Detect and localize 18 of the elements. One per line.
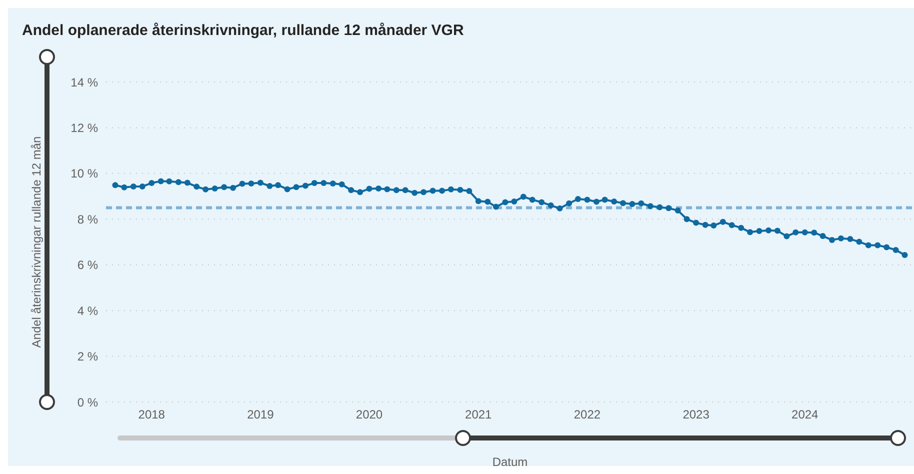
- y-tick-label: 2 %: [77, 350, 98, 364]
- chart-title: Andel oplanerade återinskrivningar, rullande 12 månader VGR: [22, 22, 464, 39]
- y-tick-label: 8 %: [77, 212, 98, 226]
- x-tick-label: 2018: [138, 408, 166, 422]
- y-tick-label: 4 %: [77, 304, 98, 318]
- x-tick-label: 2020: [356, 408, 383, 422]
- y-tick-label: 14 %: [70, 75, 98, 90]
- y-tick-label: 6 %: [77, 258, 98, 272]
- x-tick-label: 2021: [465, 408, 492, 422]
- x-tick-label: 2024: [792, 408, 819, 422]
- y-tick-label: 0 %: [77, 395, 98, 410]
- x-axis-title: Datum: [492, 455, 528, 469]
- x-tick-label: 2023: [682, 408, 710, 422]
- x-tick-label: 2019: [247, 408, 274, 422]
- y-tick-label: 12 %: [70, 120, 98, 135]
- y-tick-label: 10 %: [70, 166, 98, 181]
- x-tick-label: 2022: [574, 408, 601, 422]
- y-axis-title: Andel återinskrivningar rullande 12 mån: [29, 136, 44, 348]
